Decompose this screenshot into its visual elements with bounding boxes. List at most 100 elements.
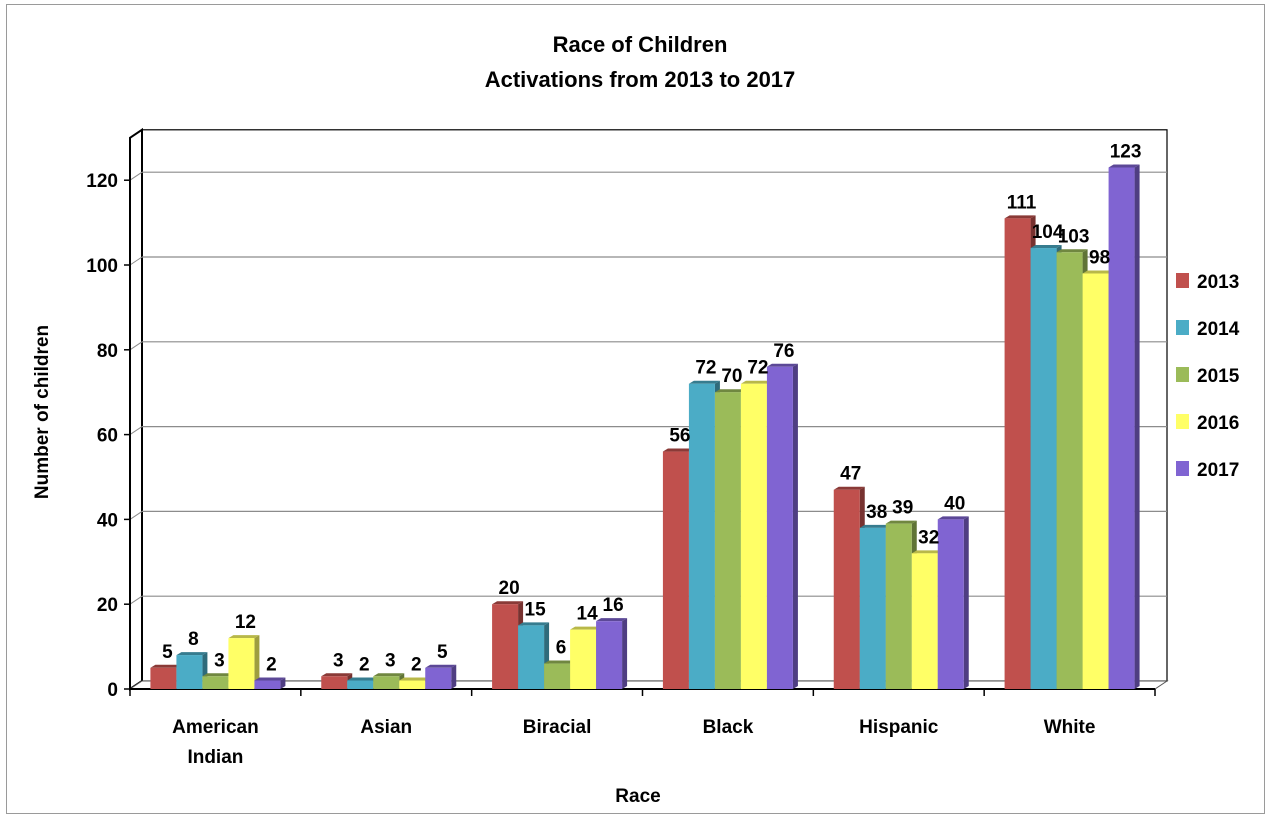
bar-top-face — [662, 448, 694, 452]
bar-top-face — [176, 652, 208, 656]
y-tick-label: 0 — [107, 680, 118, 701]
bar-2016 — [399, 680, 426, 689]
data-label: 70 — [721, 366, 742, 387]
bar-side-face — [280, 677, 286, 689]
x-axis-label: Race — [615, 786, 660, 807]
bar-2017 — [254, 680, 281, 689]
y-tick-label: 60 — [97, 426, 118, 447]
bar-top-face — [859, 524, 891, 528]
legend-label: 2015 — [1197, 366, 1240, 387]
data-label: 3 — [214, 650, 225, 671]
bar-2013 — [1004, 218, 1031, 690]
y-tick-label: 80 — [97, 341, 118, 362]
bar-2015 — [714, 392, 741, 689]
bar-top-face — [1056, 249, 1088, 253]
bar-2015 — [373, 676, 400, 689]
bar-side-face — [1134, 164, 1140, 690]
bar-2013 — [150, 667, 177, 689]
y-tick-label: 100 — [86, 256, 118, 277]
bar-2017 — [1108, 167, 1135, 690]
bar-2017 — [425, 667, 452, 689]
data-label: 8 — [188, 629, 199, 650]
bar-top-face — [254, 677, 286, 681]
bar-top-face — [937, 516, 969, 520]
data-label: 76 — [773, 341, 794, 362]
data-label: 104 — [1032, 222, 1064, 243]
x-tick-label: Asian — [360, 717, 412, 738]
gridline-side — [129, 595, 143, 605]
legend-swatch — [1176, 367, 1189, 382]
bar-top-face — [1082, 270, 1114, 274]
legend-swatch — [1176, 461, 1189, 476]
data-label: 12 — [235, 612, 256, 633]
legend-label: 2014 — [1197, 319, 1240, 340]
bar-side-face — [254, 635, 260, 689]
gridline-side — [129, 341, 143, 351]
bar-top-face — [766, 363, 798, 367]
data-label: 14 — [577, 604, 599, 625]
bar-2016 — [228, 638, 255, 689]
bar-2014 — [688, 383, 715, 689]
bar-top-face — [425, 664, 457, 668]
data-label: 103 — [1058, 226, 1090, 247]
bar-top-face — [321, 673, 353, 677]
bar-side-face — [622, 618, 628, 689]
x-tick-label: Biracial — [523, 717, 592, 738]
data-label: 56 — [669, 426, 690, 447]
bar-top-face — [228, 635, 260, 639]
gridline-side — [129, 171, 143, 181]
bar-2015 — [1056, 252, 1083, 689]
x-tick-label: Indian — [187, 747, 243, 768]
gridline-side — [129, 256, 143, 266]
bar-top-face — [202, 673, 234, 677]
bar-2014 — [1030, 248, 1057, 690]
plot-back-wall — [141, 129, 1168, 682]
bar-side-face — [792, 363, 798, 689]
data-label: 98 — [1089, 247, 1110, 268]
y-tick-label: 40 — [97, 510, 118, 531]
bar-top-face — [1108, 164, 1140, 168]
plot-side-wall — [129, 127, 143, 691]
bar-top-face — [399, 677, 431, 681]
bar-top-face — [911, 550, 943, 554]
bar-top-face — [347, 677, 379, 681]
data-label: 72 — [695, 358, 716, 379]
data-label: 3 — [333, 650, 344, 671]
data-label: 123 — [1110, 141, 1142, 162]
legend-swatch — [1176, 273, 1189, 288]
x-tick-label: American — [172, 717, 259, 738]
bar-2016 — [911, 553, 938, 689]
bar-2017 — [937, 519, 964, 689]
data-label: 2 — [411, 655, 422, 676]
bar-side-face — [451, 664, 457, 689]
bar-top-face — [373, 673, 405, 677]
bar-2014 — [347, 680, 374, 689]
data-label: 2 — [359, 655, 370, 676]
x-tick-label: Hispanic — [859, 717, 939, 738]
bar-2016 — [1082, 273, 1109, 689]
bar-2015 — [885, 523, 912, 689]
data-label: 39 — [892, 498, 913, 519]
data-label: 40 — [944, 493, 965, 514]
data-label: 15 — [525, 599, 547, 620]
data-label: 16 — [603, 595, 624, 616]
chart-title: Race of Children — [553, 32, 728, 57]
legend-swatch — [1176, 414, 1189, 429]
bar-2013 — [833, 489, 860, 689]
bar-2014 — [518, 625, 545, 689]
legend-label: 2017 — [1197, 460, 1239, 481]
bar-top-face — [596, 618, 628, 622]
bar-top-face — [1030, 245, 1062, 249]
bar-top-face — [544, 660, 576, 664]
bar-top-face — [688, 380, 720, 384]
bar-top-face — [570, 626, 602, 630]
data-label: 20 — [499, 578, 520, 599]
data-label: 5 — [437, 642, 448, 663]
bar-side-face — [963, 516, 969, 689]
bar-2013 — [321, 676, 348, 689]
bar-2015 — [202, 676, 229, 689]
x-tick-label: White — [1044, 717, 1096, 738]
legend-swatch — [1176, 320, 1189, 335]
bar-2016 — [740, 383, 767, 689]
